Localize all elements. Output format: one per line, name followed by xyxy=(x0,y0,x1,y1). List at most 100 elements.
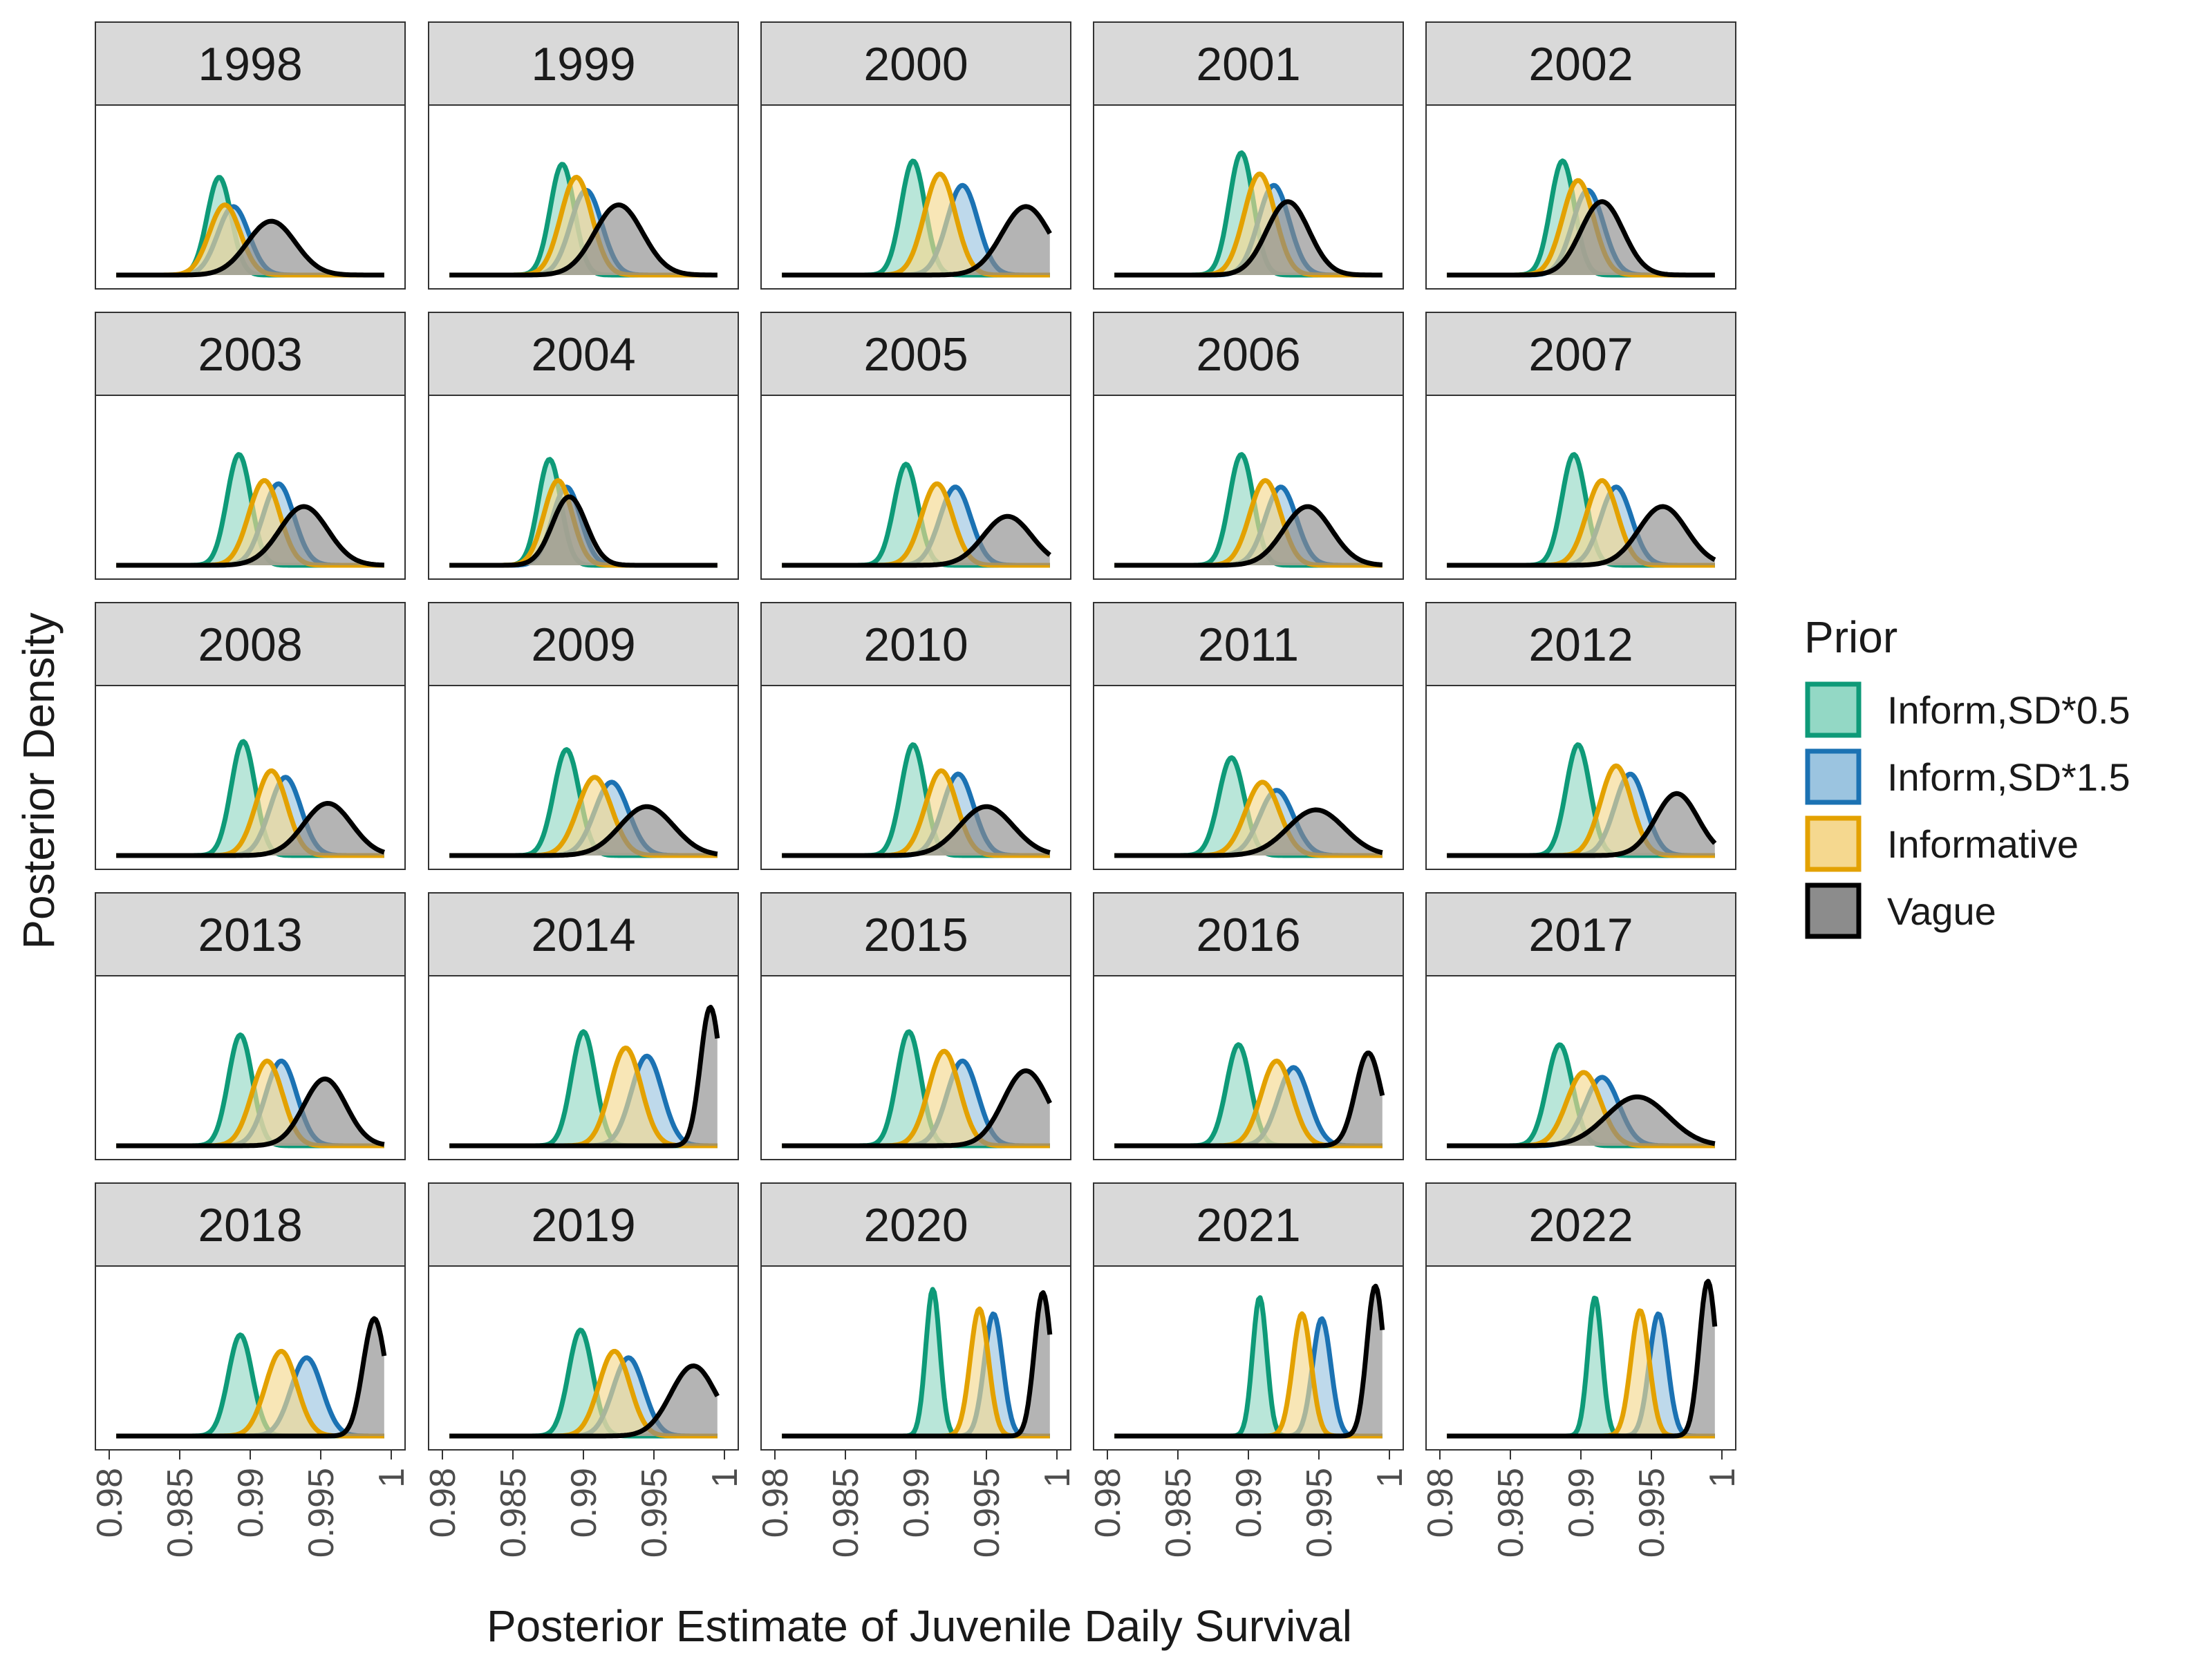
density-area-vague xyxy=(449,806,718,856)
density-line-vague xyxy=(1114,1283,1385,1439)
density-area-informative xyxy=(1447,480,1715,565)
density-area-informative xyxy=(782,1309,1050,1436)
density-line-vague xyxy=(449,494,718,568)
x-tick-label: 0.98 xyxy=(1421,1468,1461,1538)
facet-panel-2012: 2012 xyxy=(1425,602,1736,870)
density-area-informative xyxy=(782,173,1050,275)
facet-panel-2008: 2008 xyxy=(95,602,406,870)
density-area-informative xyxy=(1447,1310,1715,1436)
density-area-inform15 xyxy=(782,1061,1050,1146)
density-area-vague xyxy=(1114,1052,1382,1146)
density-area-informative xyxy=(116,480,384,565)
density-area-vague xyxy=(1447,793,1715,856)
x-tick-label: 0.985 xyxy=(826,1468,866,1558)
facet-strip xyxy=(428,21,739,106)
facet-strip-label: 2017 xyxy=(1528,909,1633,961)
facet-strip-label: 1998 xyxy=(198,38,302,91)
legend-item-inform15: Inform,SD*1.5 xyxy=(1805,748,2130,805)
density-area-vague xyxy=(449,1366,718,1436)
density-area-informative xyxy=(116,771,384,856)
x-tick-label: 0.995 xyxy=(967,1468,1007,1558)
density-line-vague xyxy=(781,204,1052,278)
density-area-vague xyxy=(1447,1097,1715,1146)
facet-strip-label: 2009 xyxy=(531,618,635,671)
density-area-inform05 xyxy=(1447,454,1715,565)
facet-panel-2017: 2017 xyxy=(1425,892,1736,1160)
x-tick-label: 1 xyxy=(372,1468,412,1488)
density-area-vague xyxy=(782,1070,1050,1146)
density-line-vague xyxy=(115,801,386,858)
density-area-informative xyxy=(449,177,718,275)
x-tick-label: 1 xyxy=(1370,1468,1410,1488)
facet-strip xyxy=(1425,602,1736,686)
density-line-vague xyxy=(1114,807,1383,858)
facet-strip-label: 2000 xyxy=(863,38,968,91)
legend-label: Vague xyxy=(1887,889,1996,933)
density-area-inform05 xyxy=(782,464,1050,565)
facet-strip-label: 2021 xyxy=(1196,1199,1300,1252)
x-tick-label: 0.995 xyxy=(1300,1468,1340,1558)
facet-panel-2007: 2007 xyxy=(1425,312,1736,580)
density-area-vague xyxy=(1114,201,1382,275)
density-line-vague xyxy=(115,218,385,278)
x-tick-label: 1 xyxy=(1703,1468,1743,1488)
x-tick-label: 0.98 xyxy=(1088,1468,1128,1538)
facet-strip-label: 2019 xyxy=(531,1199,635,1252)
density-area-inform05 xyxy=(782,161,1050,275)
facet-strip-label: 2001 xyxy=(1196,38,1300,91)
facet-panel-2022: 2022 xyxy=(1425,1182,1736,1451)
facet-panel-2000: 2000 xyxy=(760,21,1071,290)
density-line-vague xyxy=(1446,1094,1716,1149)
density-area-vague xyxy=(116,1319,384,1436)
density-line-vague xyxy=(115,1316,387,1439)
density-area-vague xyxy=(1447,201,1715,275)
density-area-vague xyxy=(449,205,718,275)
legend-item-inform05: Inform,SD*0.5 xyxy=(1805,681,2130,738)
facet-strip xyxy=(95,602,406,686)
legend-key xyxy=(1805,882,1862,939)
density-line-vague xyxy=(781,513,1051,568)
facet-strip xyxy=(428,602,739,686)
facet-strip xyxy=(1093,21,1404,106)
legend-key xyxy=(1805,681,1862,738)
density-line-vague xyxy=(1446,1278,1718,1439)
facet-strip xyxy=(760,312,1071,396)
density-area-vague xyxy=(116,803,384,856)
density-area-inform15 xyxy=(449,1357,718,1436)
density-area-vague xyxy=(1114,809,1382,856)
density-area-inform05 xyxy=(782,744,1050,856)
legend-items: Inform,SD*0.5 Inform,SD*1.5 Informative Vag… xyxy=(1805,681,2130,939)
x-tick-label: 0.99 xyxy=(1229,1468,1269,1538)
density-area-inform05 xyxy=(449,1330,718,1436)
density-area-inform05 xyxy=(782,1031,1050,1146)
facet-strip-label: 2003 xyxy=(198,328,302,381)
facet-strip-label: 2013 xyxy=(198,909,302,961)
facet-panel-2014: 2014 xyxy=(428,892,739,1160)
density-area-vague xyxy=(782,206,1050,275)
facet-panel-2011: 2011 xyxy=(1093,602,1404,870)
facet-panel-2015: 2015 xyxy=(760,892,1071,1160)
facet-panel-2003: 2003 xyxy=(95,312,406,580)
facet-strip-label: 2002 xyxy=(1528,38,1633,91)
facet-panel-2018: 2018 xyxy=(95,1182,406,1451)
facet-strip xyxy=(95,21,406,106)
facet-panel-2001: 2001 xyxy=(1093,21,1404,290)
legend-key xyxy=(1805,748,1862,805)
density-area-inform05 xyxy=(449,1031,718,1146)
x-axis-title: Posterior Estimate of Juvenile Daily Sur… xyxy=(487,1601,1352,1651)
facet-strip xyxy=(428,1182,739,1267)
density-area-vague xyxy=(1447,507,1715,565)
panels-layer: 1998 1999 2000 2001 2002 2003 2004 2005 2006 2007… xyxy=(95,21,1736,1451)
legend-label: Informative xyxy=(1887,822,2079,866)
density-line-vague xyxy=(781,1068,1052,1149)
density-area-vague xyxy=(782,516,1050,565)
legend-item-vague: Vague xyxy=(1805,882,1996,939)
facet-strip-label: 2018 xyxy=(198,1199,302,1252)
density-line-vague xyxy=(781,1290,1053,1439)
density-line-vague xyxy=(115,504,385,568)
legend-item-informative: Informative xyxy=(1805,815,2079,872)
facet-strip xyxy=(95,892,406,976)
facet-panel-2010: 2010 xyxy=(760,602,1071,870)
x-tick-label: 0.985 xyxy=(160,1468,200,1558)
